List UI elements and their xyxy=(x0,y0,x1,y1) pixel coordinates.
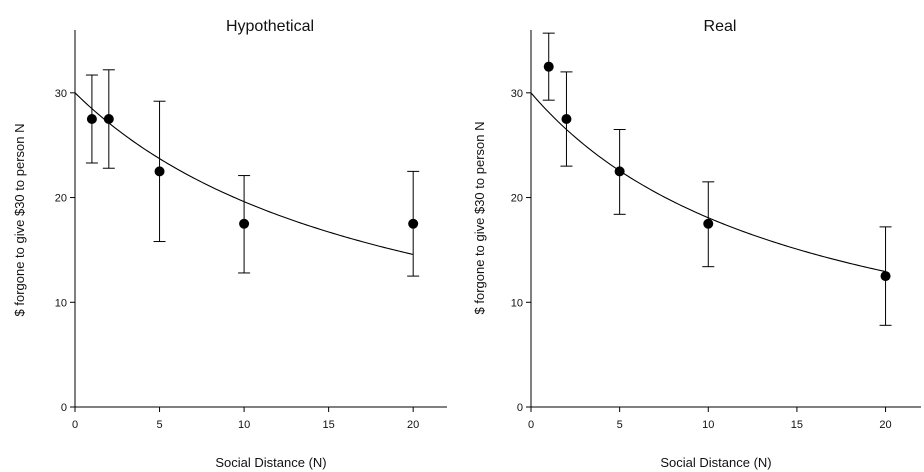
x-tick-label: 15 xyxy=(323,419,335,431)
x-tick-label: 0 xyxy=(528,419,534,431)
data-point xyxy=(154,166,165,177)
x-tick-label: 0 xyxy=(72,419,78,431)
x-axis-title: Social Distance (N) xyxy=(660,455,771,470)
y-axis-title: $ forgone to give $30 to person N xyxy=(12,124,27,317)
y-tick-label: 0 xyxy=(61,402,67,414)
y-tick-label: 10 xyxy=(55,297,67,309)
data-point xyxy=(239,218,250,229)
data-point xyxy=(543,61,554,72)
plot-area: 0 10 20 30 0 5 10 15 20 xyxy=(55,30,447,431)
data-point xyxy=(103,114,114,125)
data-point xyxy=(703,218,714,229)
chart-title: Hypothetical xyxy=(226,18,314,35)
chart-panel-hypothetical: Hypothetical $ forgone to give $30 to pe… xyxy=(12,18,447,470)
y-tick-label: 30 xyxy=(511,88,523,100)
plot-area: 0 10 20 30 0 5 10 15 20 xyxy=(511,30,921,431)
y-tick-label: 0 xyxy=(517,402,523,414)
y-axis-title: $ forgone to give $30 to person N xyxy=(472,122,487,315)
x-tick-label: 10 xyxy=(702,419,714,431)
x-tick-label: 20 xyxy=(407,419,419,431)
chart-title: Real xyxy=(704,18,737,35)
x-axis-title: Social Distance (N) xyxy=(215,455,326,470)
x-tick-label: 10 xyxy=(238,419,250,431)
data-point xyxy=(86,114,97,125)
data-point xyxy=(561,114,572,125)
y-tick-label: 30 xyxy=(55,88,67,100)
y-tick-label: 10 xyxy=(511,297,523,309)
y-tick-label: 20 xyxy=(55,193,67,205)
data-point xyxy=(408,218,419,229)
x-tick-label: 5 xyxy=(156,419,162,431)
x-tick-label: 5 xyxy=(617,419,623,431)
x-tick-label: 20 xyxy=(879,419,891,431)
y-tick-label: 20 xyxy=(511,193,523,205)
x-tick-label: 15 xyxy=(791,419,803,431)
data-point xyxy=(880,271,891,282)
chart-panel-real: Real $ forgone to give $30 to person N S… xyxy=(472,18,921,470)
data-point xyxy=(614,166,625,177)
